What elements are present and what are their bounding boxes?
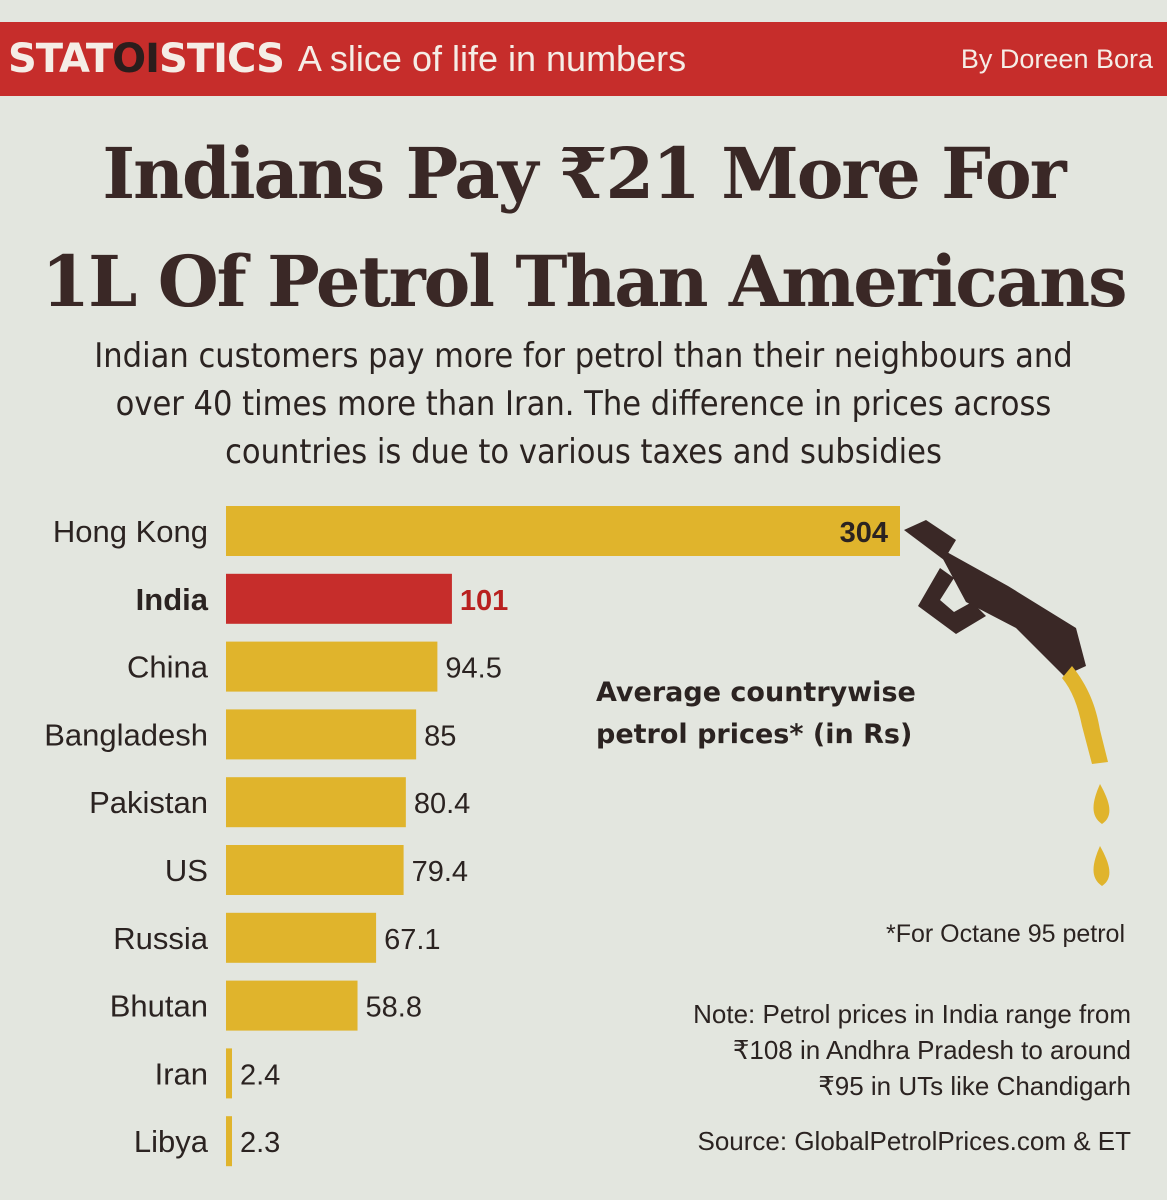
chart-title: Average countrywise petrol prices* (in R… xyxy=(596,672,936,756)
bar-bhutan xyxy=(226,980,358,1031)
bar-libya xyxy=(226,1116,232,1167)
bar-india xyxy=(226,573,452,624)
category-label-bhutan: Bhutan xyxy=(110,989,208,1024)
value-label-iran: 2.4 xyxy=(240,1059,280,1091)
note: Note: Petrol prices in India range from … xyxy=(611,996,1131,1104)
value-label-libya: 2.3 xyxy=(240,1127,280,1159)
value-label-india: 101 xyxy=(460,585,508,617)
category-label-pakistan: Pakistan xyxy=(89,785,208,820)
tagline: A slice of life in numbers xyxy=(297,38,687,79)
bar-bangladesh xyxy=(226,709,417,760)
category-label-india: India xyxy=(136,582,209,617)
value-label-pakistan: 80.4 xyxy=(414,788,470,820)
value-label-china: 94.5 xyxy=(445,653,501,685)
category-label-hong-kong: Hong Kong xyxy=(53,514,208,549)
subheading: Indian customers pay more for petrol tha… xyxy=(0,332,1167,476)
bar-us xyxy=(226,845,404,895)
fuel-nozzle-icon xyxy=(904,520,1110,886)
chart-title-line-1: Average countrywise xyxy=(596,677,916,708)
value-label-russia: 67.1 xyxy=(384,924,440,956)
value-label-hong-kong: 304 xyxy=(840,517,888,549)
bar-pakistan xyxy=(226,777,406,828)
headline-line-1: Indians Pay ₹21 More For xyxy=(102,132,1066,215)
byline: By Doreen Bora xyxy=(960,44,1153,74)
header-banner: STATOISTICS A slice of life in numbers B… xyxy=(0,22,1167,96)
category-label-us: US xyxy=(165,853,208,888)
category-label-iran: Iran xyxy=(155,1056,208,1091)
note-line-1: Note: Petrol prices in India range from xyxy=(693,999,1131,1029)
footnote: *For Octane 95 petrol xyxy=(885,920,1125,948)
bar-hong-kong xyxy=(226,506,900,556)
category-label-russia: Russia xyxy=(113,921,209,956)
category-label-libya: Libya xyxy=(134,1124,209,1159)
subheading-line-2: over 40 times more than Iran. The differ… xyxy=(115,384,1052,424)
note-line-3: ₹95 in UTs like Chandigarh xyxy=(818,1071,1131,1101)
subheading-line-3: countries is due to various taxes and su… xyxy=(225,432,942,472)
bar-chart: Hong Kong 304 India 101 China 94.5 Bangladesh 8… xyxy=(44,506,900,1167)
value-label-us: 79.4 xyxy=(412,856,468,888)
bar-russia xyxy=(226,912,377,963)
value-label-bhutan: 58.8 xyxy=(366,992,422,1024)
category-label-china: China xyxy=(127,650,209,685)
value-label-bangladesh: 85 xyxy=(424,720,456,752)
category-label-bangladesh: Bangladesh xyxy=(44,717,208,752)
source-credit: Source: GlobalPetrolPrices.com & ET xyxy=(697,1126,1132,1156)
brand-logo: STATOISTICS xyxy=(8,36,285,82)
chart-title-line-2: petrol prices* (in Rs) xyxy=(596,719,913,750)
headline-line-2: 1L Of Petrol Than Americans xyxy=(41,240,1127,323)
subheading-line-1: Indian customers pay more for petrol tha… xyxy=(94,336,1073,376)
bar-china xyxy=(226,641,438,692)
headline: Indians Pay ₹21 More For 1L Of Petrol Th… xyxy=(0,120,1167,336)
note-line-2: ₹108 in Andhra Pradesh to around xyxy=(732,1035,1131,1065)
bar-iran xyxy=(226,1048,232,1099)
